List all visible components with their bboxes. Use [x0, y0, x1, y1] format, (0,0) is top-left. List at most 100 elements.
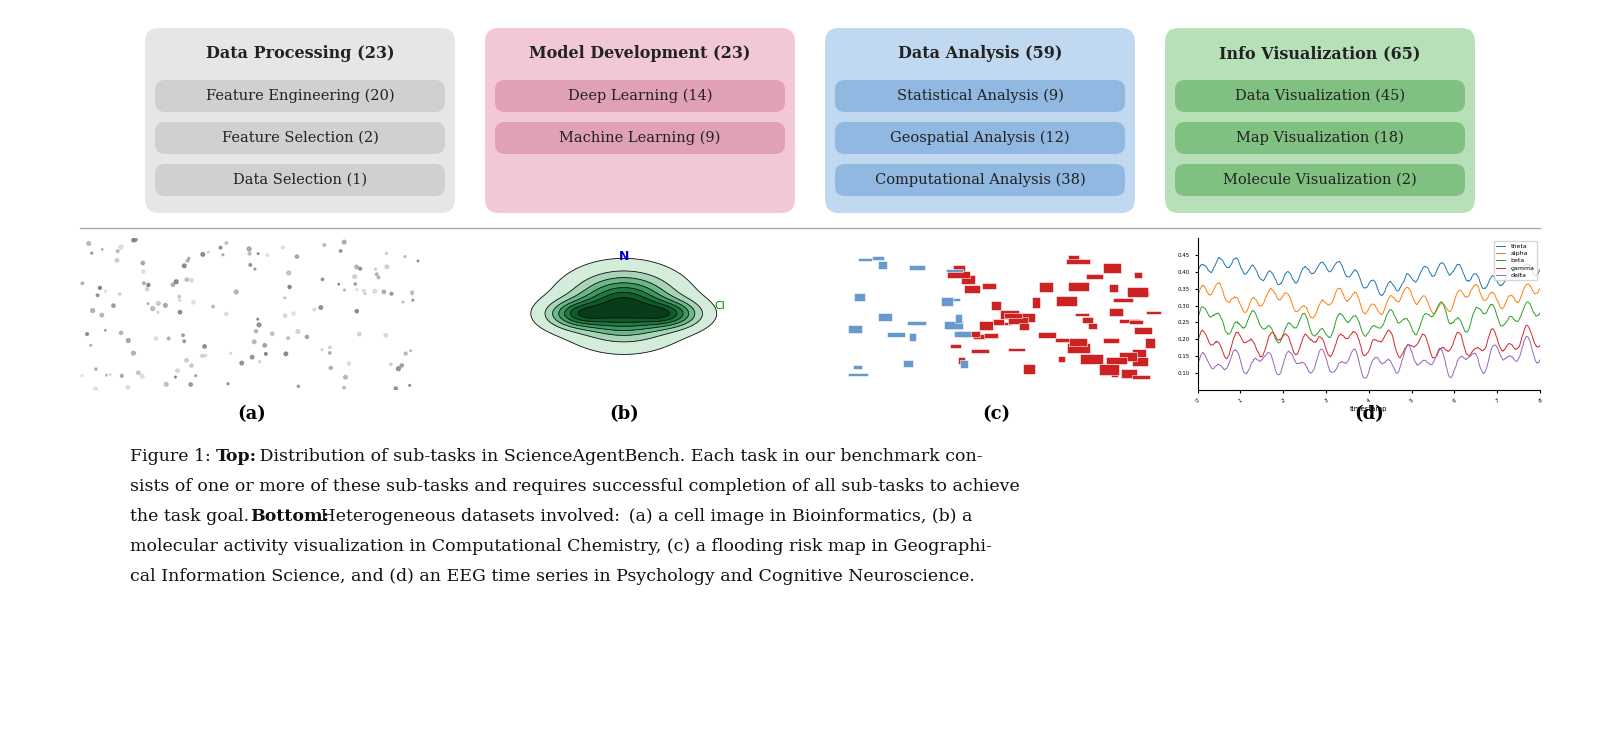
- Point: [173, 274, 199, 286]
- Bar: [943, 321, 962, 329]
- Text: Info Visualization (65): Info Visualization (65): [1220, 45, 1421, 62]
- Bar: [1134, 327, 1152, 334]
- Point: [318, 347, 343, 358]
- Point: [94, 369, 120, 381]
- Point: [109, 327, 134, 339]
- Point: [214, 308, 240, 320]
- alpha: [1448, 287, 1468, 295]
- Point: [251, 339, 277, 351]
- Point: [243, 325, 269, 337]
- Point: [83, 383, 109, 395]
- delta: [1448, 356, 1468, 365]
- Text: (a): (a): [237, 405, 266, 423]
- gamma: [1531, 341, 1550, 350]
- Point: [374, 248, 400, 259]
- Bar: [988, 322, 1011, 325]
- Point: [342, 270, 368, 282]
- Point: [241, 336, 267, 347]
- Line: alpha: alpha: [1197, 282, 1541, 318]
- beta: [1187, 315, 1207, 324]
- Point: [207, 242, 233, 254]
- Point: [105, 246, 131, 257]
- Point: [120, 235, 146, 246]
- Point: [156, 333, 181, 345]
- Point: [109, 370, 134, 382]
- Bar: [872, 257, 885, 260]
- Point: [120, 347, 146, 359]
- Point: [400, 295, 426, 306]
- Bar: [1103, 338, 1119, 343]
- Point: [104, 254, 130, 266]
- Bar: [972, 350, 990, 353]
- Point: [190, 248, 215, 260]
- Point: [237, 243, 262, 255]
- Point: [201, 301, 227, 312]
- Bar: [902, 360, 912, 367]
- gamma: [1187, 339, 1207, 347]
- Point: [308, 302, 334, 314]
- Point: [245, 248, 271, 259]
- Point: [78, 339, 104, 351]
- Text: (d): (d): [1354, 405, 1383, 423]
- Bar: [1055, 338, 1074, 342]
- Bar: [982, 283, 996, 289]
- Point: [332, 284, 358, 296]
- Point: [211, 249, 237, 261]
- Text: Bottom:: Bottom:: [249, 508, 329, 525]
- Text: Figure 1:: Figure 1:: [130, 448, 219, 465]
- Point: [167, 291, 193, 303]
- Point: [178, 360, 204, 372]
- Bar: [1111, 371, 1118, 377]
- Bar: [1132, 357, 1147, 366]
- Point: [131, 277, 157, 289]
- Point: [285, 380, 311, 392]
- Text: Top:: Top:: [215, 448, 258, 465]
- Point: [136, 279, 162, 291]
- Point: [318, 342, 343, 353]
- Point: [399, 288, 424, 300]
- theta: [1187, 268, 1207, 276]
- FancyBboxPatch shape: [834, 80, 1124, 112]
- Point: [399, 345, 424, 357]
- Bar: [1038, 332, 1056, 338]
- delta: [1531, 356, 1550, 364]
- Text: the task goal.: the task goal.: [130, 508, 258, 525]
- Bar: [1076, 314, 1089, 317]
- Point: [178, 274, 204, 286]
- beta: [1406, 331, 1426, 339]
- Text: sists of one or more of these sub-tasks and requires successful completion of al: sists of one or more of these sub-tasks …: [130, 478, 1019, 495]
- alpha: [1406, 300, 1426, 309]
- alpha: [1484, 288, 1503, 297]
- Bar: [949, 345, 961, 348]
- Point: [246, 356, 272, 367]
- Point: [167, 306, 193, 318]
- Bar: [1100, 364, 1119, 375]
- Text: molecular activity visualization in Computational Chemistry, (c) a flooding risk: molecular activity visualization in Comp…: [130, 538, 991, 555]
- Point: [253, 348, 279, 360]
- Point: [154, 378, 180, 390]
- Bar: [991, 301, 1001, 310]
- Bar: [946, 326, 961, 329]
- Point: [173, 355, 199, 366]
- Point: [190, 350, 215, 362]
- alpha: [1531, 284, 1550, 293]
- Bar: [1145, 338, 1155, 347]
- Point: [382, 383, 408, 394]
- Point: [79, 247, 105, 259]
- Point: [361, 285, 387, 297]
- beta: [1484, 301, 1503, 309]
- Point: [311, 239, 337, 251]
- delta: [1396, 345, 1416, 353]
- alpha: [1302, 314, 1322, 323]
- Point: [259, 328, 285, 339]
- gamma: [1217, 354, 1236, 363]
- Point: [272, 292, 298, 303]
- Point: [389, 360, 415, 372]
- Point: [386, 363, 411, 375]
- Point: [335, 358, 361, 369]
- Point: [76, 237, 102, 249]
- Point: [146, 306, 172, 318]
- Point: [347, 263, 373, 275]
- Point: [318, 362, 343, 374]
- Point: [84, 290, 110, 301]
